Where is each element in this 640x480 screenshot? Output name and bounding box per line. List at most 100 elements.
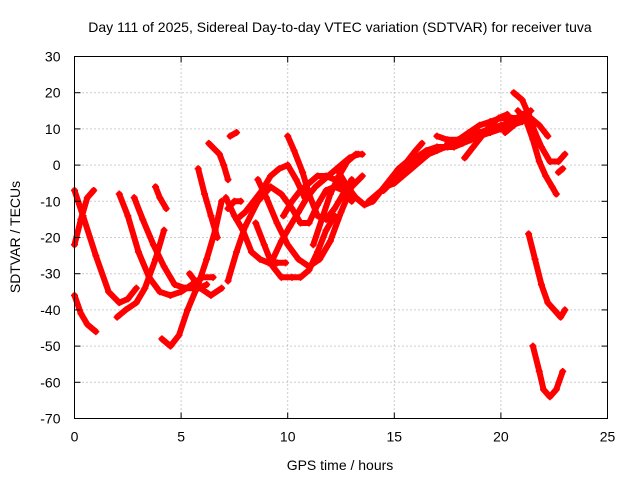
- series-arc-25: [380, 118, 526, 194]
- data-point: [535, 121, 543, 129]
- data-point: [260, 241, 268, 249]
- series-arc-32: [554, 165, 567, 176]
- series-line: [186, 270, 225, 299]
- y-tick-label: 30: [45, 49, 61, 65]
- data-point: [247, 248, 255, 256]
- data-point: [546, 157, 554, 165]
- data-point: [314, 172, 322, 180]
- y-tick-label: 0: [53, 157, 61, 173]
- data-point: [365, 197, 373, 205]
- data-point: [269, 255, 277, 263]
- series-arc-16: [226, 129, 241, 140]
- data-point: [422, 147, 430, 155]
- series-line: [525, 230, 568, 321]
- data-point: [207, 212, 215, 220]
- series-line: [502, 115, 551, 140]
- data-point: [220, 161, 228, 169]
- x-tick-label: 20: [493, 429, 509, 445]
- data-point: [542, 172, 550, 180]
- data-point: [194, 165, 202, 173]
- data-point: [476, 121, 484, 129]
- data-point: [552, 386, 560, 394]
- data-point: [181, 284, 189, 292]
- data-point: [186, 270, 194, 278]
- data-point: [322, 226, 330, 234]
- data-point: [537, 281, 545, 289]
- data-point: [412, 147, 420, 155]
- data-point: [132, 284, 140, 292]
- data-point: [358, 150, 366, 158]
- series-arc-07: [152, 183, 170, 213]
- data-point: [115, 190, 123, 198]
- data-point: [326, 237, 334, 245]
- data-point: [328, 168, 336, 176]
- data-point: [156, 194, 164, 202]
- data-point: [535, 157, 543, 165]
- data-point: [348, 197, 356, 205]
- data-point: [273, 219, 281, 227]
- data-point: [226, 132, 234, 140]
- data-point: [311, 183, 319, 191]
- data-point: [115, 299, 123, 307]
- y-tick-label: -60: [40, 374, 60, 390]
- data-point: [160, 262, 168, 270]
- data-point: [416, 157, 424, 165]
- data-point: [337, 208, 345, 216]
- data-point: [322, 172, 330, 180]
- y-tick-label: 20: [45, 85, 61, 101]
- data-point: [296, 273, 304, 281]
- data-point: [288, 273, 296, 281]
- data-point: [343, 157, 351, 165]
- data-point: [503, 110, 511, 118]
- data-point: [305, 219, 313, 227]
- data-point: [531, 255, 539, 263]
- data-point: [554, 168, 562, 176]
- data-point: [510, 121, 518, 129]
- data-point: [548, 183, 556, 191]
- series-arc-15: [224, 197, 245, 213]
- data-point: [550, 306, 558, 314]
- data-point: [183, 306, 191, 314]
- data-point: [252, 219, 260, 227]
- data-point: [209, 273, 217, 281]
- data-point: [309, 241, 317, 249]
- data-point: [296, 186, 304, 194]
- data-point: [77, 310, 85, 318]
- data-point: [90, 186, 98, 194]
- y-tick-labels: -70 -60 -50 -40 -30 -20 -10 0 10 20 30: [40, 49, 60, 427]
- x-tick-label: 25: [600, 429, 616, 445]
- data-point: [105, 288, 113, 296]
- data-point: [497, 121, 505, 129]
- series-line: [71, 187, 97, 248]
- data-point: [510, 89, 518, 97]
- data-point: [557, 313, 565, 321]
- series-arc-31: [501, 114, 552, 140]
- data-point: [275, 165, 283, 173]
- data-point: [277, 237, 285, 245]
- data-point: [279, 212, 287, 220]
- data-point: [316, 255, 324, 263]
- series-arc-10: [186, 270, 226, 299]
- series-line: [252, 212, 338, 281]
- data-point: [343, 183, 351, 191]
- data-point: [201, 190, 209, 198]
- data-point: [360, 201, 368, 209]
- data-point: [559, 367, 567, 375]
- data-point: [83, 320, 91, 328]
- data-point: [544, 132, 552, 140]
- series-line: [195, 165, 221, 241]
- data-point: [495, 114, 503, 122]
- data-point: [554, 157, 562, 165]
- data-point: [233, 129, 241, 137]
- data-point: [139, 215, 147, 223]
- series-arc-28: [461, 110, 511, 162]
- data-point: [559, 165, 567, 173]
- series-arc-09: [194, 165, 221, 241]
- data-point: [518, 114, 526, 122]
- data-point: [237, 197, 245, 205]
- data-point: [527, 114, 535, 122]
- x-tick-label: 0: [71, 429, 79, 445]
- chart-title: Day 111 of 2025, Sidereal Day-to-day VTE…: [88, 19, 592, 35]
- y-tick-label: -50: [40, 338, 60, 354]
